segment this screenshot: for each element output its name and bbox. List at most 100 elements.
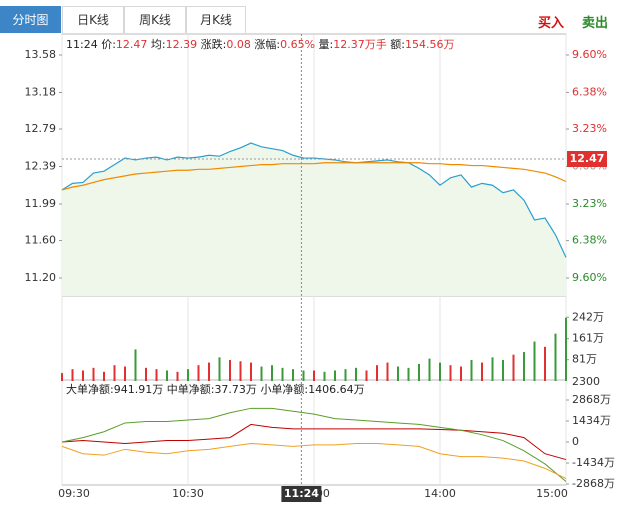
price-area (62, 143, 566, 296)
volume-bar (323, 371, 326, 381)
price-line (61, 142, 567, 258)
y2-tick-label: 9.60% (572, 271, 607, 284)
info-bar: 11:24 价:12.47 均:12.39 涨跌:0.08 涨幅:0.65% 量… (66, 37, 454, 51)
volume-bar (218, 357, 221, 381)
volume-bar (208, 362, 210, 381)
volume-bar (134, 349, 137, 381)
y-tick-label: -1434万 (572, 456, 615, 469)
volume-bar (386, 362, 389, 381)
info-text: 0.08 (226, 38, 251, 51)
volume-bar (418, 363, 420, 381)
volume-bar (502, 359, 504, 381)
y-tick-label: 0 (572, 435, 579, 448)
cursor-label: 11:24 (284, 487, 319, 500)
volume-bar (197, 365, 200, 381)
volume-bar (365, 370, 368, 381)
volume-bar (176, 371, 179, 381)
flow-line (61, 407, 567, 482)
volume-bar (229, 359, 231, 381)
y2-tick-label: 3.23% (572, 197, 607, 210)
volume-bar (187, 369, 189, 381)
volume-bar (355, 367, 357, 381)
info-text: 12.47 (116, 38, 148, 51)
volume-bar (260, 366, 263, 381)
volume-corner-label: 2300 (572, 375, 600, 388)
y-tick-label: -2868万 (572, 477, 615, 490)
volume-bar (302, 370, 305, 381)
volume-bar (544, 346, 546, 381)
y-tick-label: 13.58 (25, 48, 57, 61)
info-text: 0.65% (280, 38, 315, 51)
volume-bar (61, 373, 63, 381)
flow-value: 1406.64万 (308, 383, 365, 396)
volume-bar (113, 365, 116, 381)
volume-bar (470, 359, 473, 381)
buy-button[interactable]: 买入 (538, 16, 565, 31)
info-text: 12.39 (166, 38, 198, 51)
y-tick-label: 161万 (572, 332, 604, 345)
y2-tick-label: 9.60% (572, 48, 607, 61)
y-tick-label: 2868万 (572, 393, 611, 406)
volume-bar (145, 367, 147, 381)
volume-bar (155, 369, 158, 381)
y-tick-label: 81万 (572, 353, 597, 366)
volume-bar (512, 354, 515, 381)
y-tick-label: 11.99 (25, 197, 57, 210)
info-text: 涨跌: (201, 37, 227, 51)
flow-header: 大单净额:941.91万 中单净额:37.73万 小单净额:1406.64万 (66, 382, 365, 396)
tab[interactable]: 周K线 (124, 6, 186, 33)
tab[interactable]: 分时图 (0, 6, 61, 33)
volume-bar (523, 352, 525, 381)
average-line (61, 162, 567, 191)
current-price-box (567, 151, 607, 168)
y2-tick-label: 6.38% (572, 85, 607, 98)
y-tick-label: 1434万 (572, 414, 611, 427)
volume-bar (428, 358, 431, 381)
x-tick-label: 15:00 (536, 487, 568, 500)
info-text: 额: (390, 38, 405, 51)
y2-tick-label: 3.23% (572, 122, 607, 135)
volume-bar (250, 362, 252, 381)
y-tick-label: 11.60 (25, 234, 57, 247)
y-tick-label: 13.18 (25, 85, 57, 98)
volume-bar (166, 370, 168, 381)
tab[interactable]: 日K线 (62, 6, 124, 33)
info-text: 12.37万手 (333, 37, 387, 51)
volume-bar (565, 317, 567, 381)
volume-bar (92, 367, 95, 381)
flow-name: 中单净额: (167, 382, 215, 396)
volume-bar (281, 367, 284, 381)
sell-button[interactable]: 卖出 (582, 16, 609, 31)
volume-bar (449, 365, 452, 381)
info-text: 量: (319, 38, 334, 51)
tab[interactable]: 月K线 (186, 6, 246, 33)
volume-bar (491, 357, 494, 381)
volume-bar (481, 362, 483, 381)
y2-tick-label: 6.38% (572, 234, 607, 247)
info-text: 价: (101, 38, 116, 51)
volume-bar (239, 361, 242, 381)
info-text: 涨幅: (254, 38, 280, 51)
volume-bar (397, 366, 399, 381)
volume-bar (292, 369, 294, 381)
y-tick-label: 12.39 (25, 160, 57, 173)
y-tick-label: 12.79 (25, 122, 57, 135)
y-tick-label: 242万 (572, 310, 604, 323)
info-text: 均: (151, 38, 166, 51)
info-text: 154.56万 (405, 38, 455, 51)
volume-bar (313, 370, 315, 381)
volume-bar (407, 367, 410, 381)
volume-bar (82, 370, 84, 381)
volume-bar (271, 365, 273, 381)
volume-bar (71, 369, 74, 381)
flow-name: 大单净额: (66, 382, 114, 396)
flow-name: 小单净额: (260, 382, 308, 396)
flow-value: 941.91万 (114, 383, 164, 396)
volume-bar (376, 365, 378, 381)
volume-bar (103, 371, 105, 381)
info-text: 11:24 (66, 38, 98, 51)
volume-bar (554, 333, 557, 381)
current-price-label: 12.47 (570, 152, 605, 165)
